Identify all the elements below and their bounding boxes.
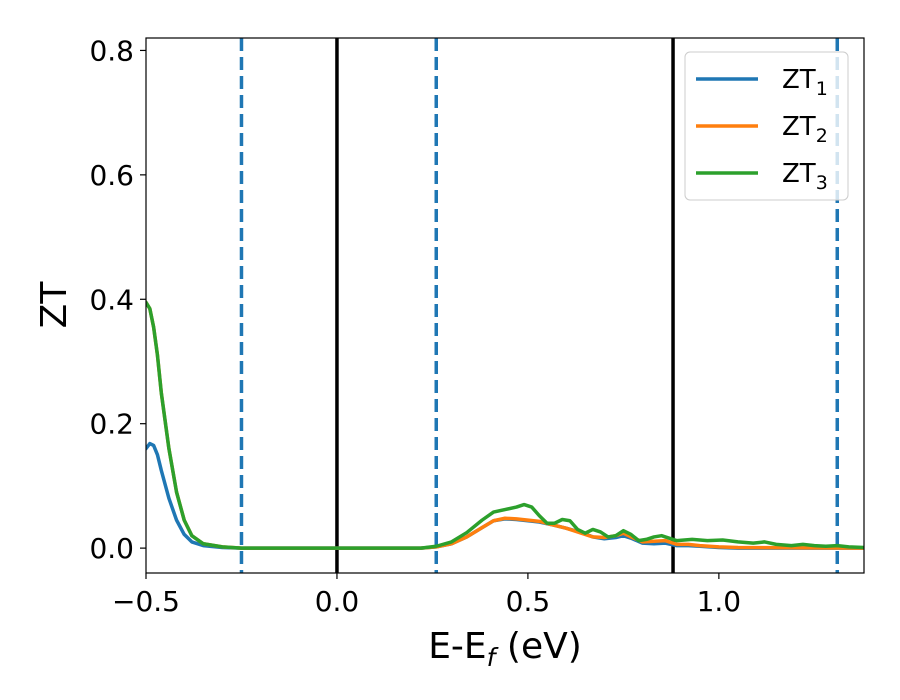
x-tick-label: 0.0 xyxy=(315,585,360,618)
legend: ZT1 ZT2 ZT3 xyxy=(684,51,849,201)
legend-label-2: ZT2 xyxy=(782,112,828,147)
y-tick-label: 0.8 xyxy=(89,34,134,67)
plot-frame xyxy=(145,37,865,574)
x-tick-label: 1.0 xyxy=(697,585,742,618)
series-group xyxy=(146,300,864,550)
legend-box xyxy=(684,51,849,201)
y-tick-label: 0.2 xyxy=(89,408,134,441)
legend-label-1: ZT1 xyxy=(782,65,828,100)
x-axis-label: E-Ef (eV) xyxy=(428,626,582,672)
y-axis-label: ZT xyxy=(34,281,75,329)
y-tick-label: 0.0 xyxy=(89,532,134,565)
x-tick-label: −0.5 xyxy=(112,585,180,618)
y-tick-label: 0.4 xyxy=(89,283,134,316)
series-line-3 xyxy=(146,300,864,550)
y-tick-label: 0.6 xyxy=(89,159,134,192)
x-axis: −0.5 0.0 0.5 1.0 xyxy=(112,573,741,618)
y-axis: 0.0 0.2 0.4 0.6 0.8 xyxy=(89,34,146,565)
legend-label-3: ZT3 xyxy=(782,159,828,194)
x-tick-label: 0.5 xyxy=(506,585,551,618)
reference-lines xyxy=(239,38,840,573)
